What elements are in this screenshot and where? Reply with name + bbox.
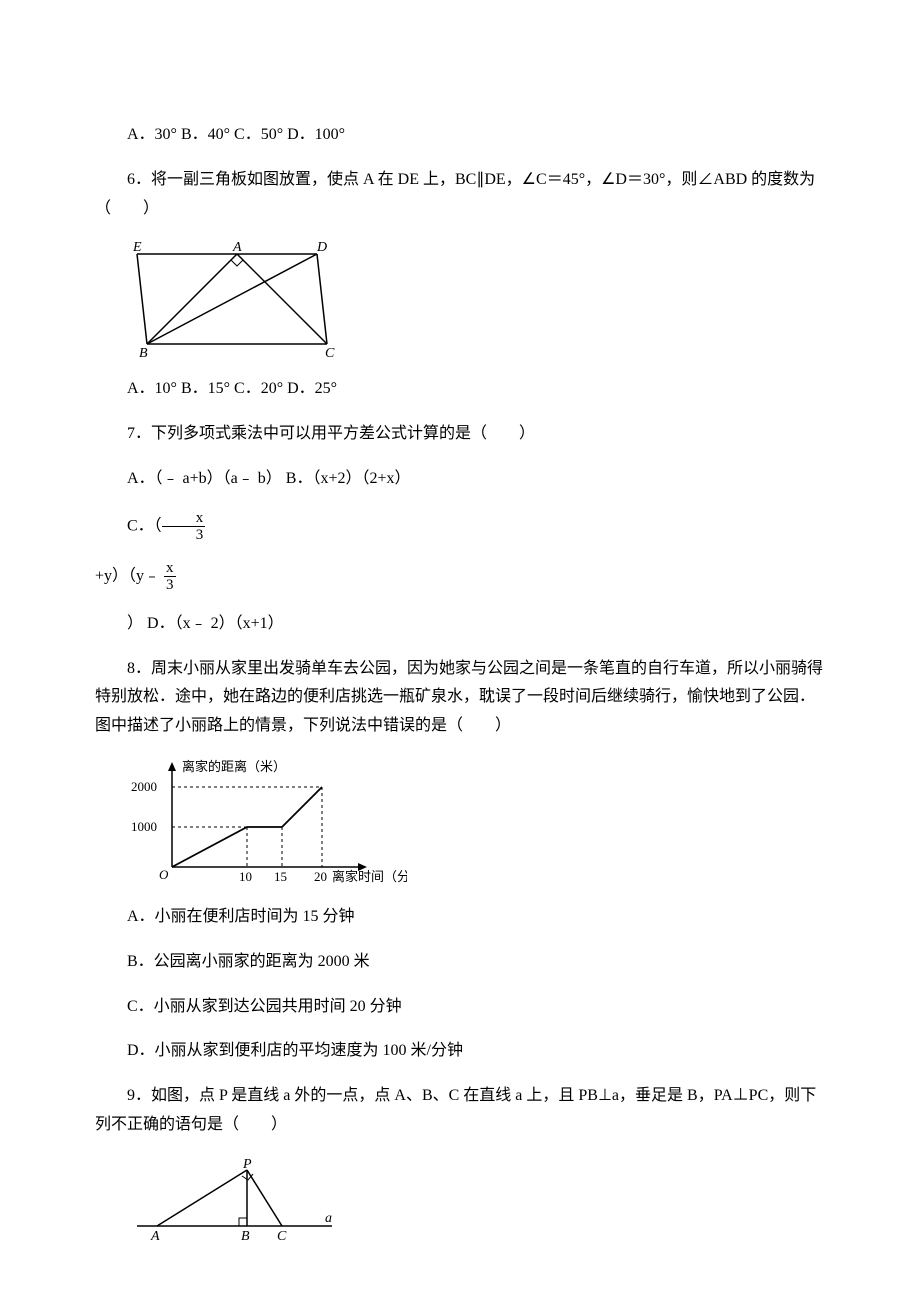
q7-optC-line1: C．（x3	[95, 510, 825, 544]
q9-P: P	[242, 1157, 252, 1172]
q5-optA: A．30°	[127, 126, 177, 143]
q7-optC-mid: +y）（y﹣	[95, 567, 164, 584]
q7-frac2: x3	[164, 560, 176, 594]
q5-options: A．30° B．40° C．50° D．100°	[95, 121, 825, 150]
q8-stem: 8．周末小丽从家里出发骑单车去公园，因为她家与公园之间是一条笔直的自行车道，所以…	[95, 655, 825, 741]
q9-figure: P A B C a	[127, 1156, 825, 1246]
q6-optC: C．20°	[234, 380, 283, 397]
q8-O: O	[159, 867, 169, 882]
q9-A: A	[150, 1229, 160, 1244]
q7-optAB: A．（﹣ a+b）（a﹣ b） B．（x+2）（2+x）	[95, 465, 825, 494]
q8-optB: B．公园离小丽家的距离为 2000 米	[95, 948, 825, 977]
q8-optA: A．小丽在便利店时间为 15 分钟	[95, 903, 825, 932]
q8-optD: D．小丽从家到便利店的平均速度为 100 米/分钟	[95, 1037, 825, 1066]
q5-optD: D．100°	[287, 126, 345, 143]
q7-optC-line3: ） D．（x﹣ 2）（x+1）	[95, 610, 825, 639]
q7-frac1: x3	[162, 510, 206, 544]
q8-xlabel: 离家时间（分钟）	[332, 869, 407, 884]
q6-figure: E A D B C	[127, 239, 825, 359]
q5-optB: B．40°	[181, 126, 230, 143]
q8-x20: 20	[314, 869, 327, 884]
q7-optC-close: ）	[127, 615, 143, 632]
q9-stem: 9．如图，点 P 是直线 a 外的一点，点 A、B、C 在直线 a 上，且 PB…	[95, 1082, 825, 1140]
q7-optD: D．（x﹣ 2）（x+1）	[147, 615, 284, 632]
q9-B: B	[241, 1229, 250, 1244]
q6-optD: D．25°	[287, 380, 337, 397]
q8-ylabel: 离家的距离（米）	[182, 759, 286, 774]
q8-optC: C．小丽从家到达公园共用时间 20 分钟	[95, 993, 825, 1022]
q9-a: a	[325, 1211, 332, 1226]
q8-x10: 10	[239, 869, 252, 884]
q5-optC: C．50°	[234, 126, 283, 143]
q9-C: C	[277, 1229, 287, 1244]
q7-optC-pre: C．（	[127, 517, 162, 534]
q8-x15: 15	[274, 869, 287, 884]
q6-optB: B．15°	[181, 380, 230, 397]
q8-y2000: 2000	[131, 779, 157, 794]
q6-label-D: D	[316, 240, 327, 255]
q6-label-C: C	[325, 346, 335, 359]
q7-optC-line2: +y）（y﹣ x3	[95, 560, 825, 594]
q7-optA: A．（﹣ a+b）（a﹣ b）	[127, 470, 282, 487]
q7-optB: B．（x+2）（2+x）	[286, 470, 411, 487]
q6-options: A．10° B．15° C．20° D．25°	[95, 375, 825, 404]
q6-stem: 6．将一副三角板如图放置，使点 A 在 DE 上，BC∥DE，∠C＝45°，∠D…	[95, 166, 825, 224]
q6-label-B: B	[139, 346, 148, 359]
q6-optA: A．10°	[127, 380, 177, 397]
q8-figure: 离家的距离（米） 2000 1000 O 10 15 20 离家时间（分钟）	[127, 757, 825, 887]
q6-label-E: E	[132, 240, 142, 255]
q6-label-A: A	[232, 240, 242, 255]
q7-stem: 7．下列多项式乘法中可以用平方差公式计算的是（ ）	[95, 420, 825, 449]
q8-y1000: 1000	[131, 819, 157, 834]
